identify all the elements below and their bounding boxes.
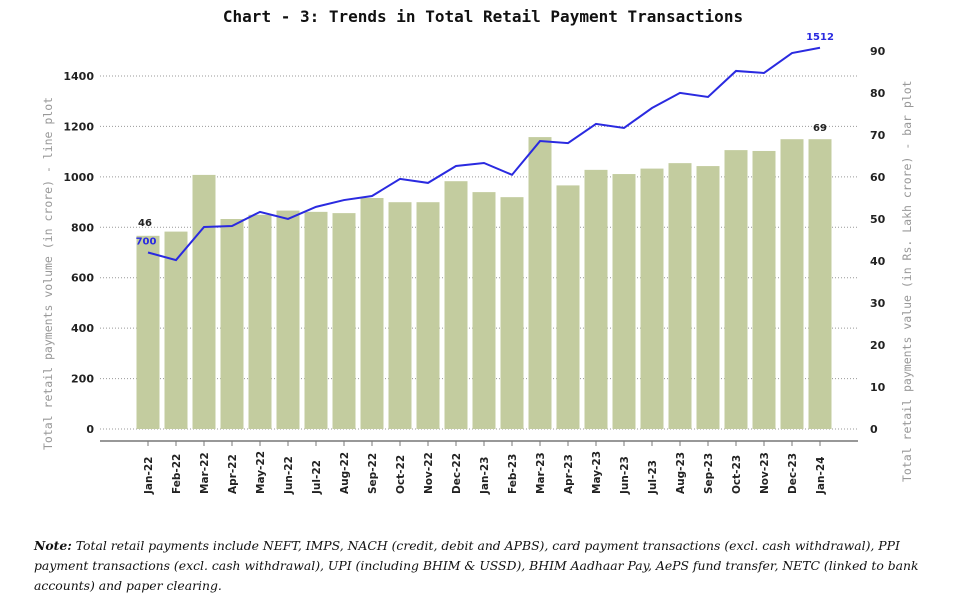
- left-tick-label: 0: [86, 423, 94, 436]
- bar: [752, 150, 776, 429]
- x-tick-label: Oct-22: [395, 455, 407, 494]
- x-tick-label: Jun-23: [619, 456, 631, 495]
- left-tick-label: 800: [71, 221, 94, 234]
- x-tick-label: Aug-22: [339, 452, 351, 494]
- bar: [780, 139, 804, 429]
- bar-data-label-last: 69: [813, 123, 827, 134]
- x-tick-label: Aug-23: [675, 452, 687, 494]
- x-tick-label: Nov-23: [759, 452, 771, 494]
- x-tick-label: Sep-22: [367, 453, 379, 494]
- bar: [444, 181, 468, 429]
- combo-chart: Chart - 3: Trends in Total Retail Paymen…: [41, 7, 914, 495]
- left-tick-label: 400: [71, 322, 94, 335]
- x-tick-label: Dec-22: [451, 453, 463, 494]
- x-tick-label: May-22: [255, 451, 267, 494]
- left-tick-label: 1000: [63, 171, 94, 184]
- bar: [136, 235, 160, 429]
- bar: [500, 197, 524, 429]
- x-tick-label: Mar-22: [199, 452, 211, 494]
- x-tick-label: Mar-23: [535, 452, 547, 494]
- bar: [164, 231, 188, 429]
- bar: [556, 185, 580, 429]
- right-tick-label: 50: [870, 213, 886, 226]
- bar: [724, 150, 748, 429]
- bar: [416, 202, 440, 429]
- bar: [528, 137, 552, 429]
- left-tick-label: 1200: [63, 120, 94, 133]
- bar-data-label-first: 46: [138, 218, 152, 229]
- right-axis-label: Total retail payments value (in Rs. Lakh…: [900, 80, 914, 482]
- bar: [808, 139, 832, 429]
- bar: [276, 210, 300, 429]
- bar: [584, 169, 608, 430]
- line-data-label-last: 1512: [806, 32, 834, 43]
- chart-note: Note: Total retail payments include NEFT…: [34, 536, 934, 596]
- x-tick-label: Feb-22: [171, 454, 183, 494]
- bar: [332, 213, 356, 429]
- x-tick-label: Jan-23: [479, 457, 491, 495]
- x-tick-label: Oct-23: [731, 455, 743, 494]
- left-tick-label: 600: [71, 272, 94, 285]
- x-tick-label: Jan-22: [143, 457, 155, 495]
- x-tick-label: Jul-22: [311, 460, 323, 495]
- bar: [388, 202, 412, 429]
- bar: [472, 192, 496, 429]
- note-text: Total retail payments include NEFT, IMPS…: [34, 538, 919, 593]
- x-tick-label: Jun-22: [283, 456, 295, 495]
- right-tick-label: 40: [870, 255, 886, 268]
- left-tick-label: 200: [71, 373, 94, 386]
- bar: [640, 168, 664, 429]
- bar: [248, 214, 272, 429]
- x-tick-label: Apr-23: [563, 454, 575, 494]
- chart-title: Chart - 3: Trends in Total Retail Paymen…: [223, 7, 743, 26]
- x-tick-label: Feb-23: [507, 454, 519, 494]
- x-tick-label: Dec-23: [787, 453, 799, 494]
- bar: [696, 166, 720, 429]
- left-axis-label: Total retail payments volume (in crore) …: [41, 97, 55, 450]
- bar: [668, 163, 692, 429]
- x-tick-label: Apr-22: [227, 454, 239, 494]
- right-tick-label: 30: [870, 297, 886, 310]
- bar: [192, 174, 216, 429]
- right-tick-label: 10: [870, 381, 886, 394]
- right-tick-label: 20: [870, 339, 886, 352]
- line-data-label-first: 700: [136, 237, 157, 248]
- x-tick-label: Jan-24: [815, 457, 827, 495]
- right-tick-label: 70: [870, 129, 886, 142]
- x-tick-label: Sep-23: [703, 453, 715, 494]
- right-tick-label: 0: [870, 423, 878, 436]
- left-tick-label: 1400: [63, 70, 94, 83]
- right-tick-label: 90: [870, 45, 886, 58]
- x-tick-label: Nov-22: [423, 452, 435, 494]
- x-tick-label: May-23: [591, 451, 603, 494]
- x-tick-label: Jul-23: [647, 460, 659, 495]
- note-label: Note:: [34, 538, 72, 553]
- volume-line: [147, 46, 821, 262]
- right-tick-label: 80: [870, 87, 886, 100]
- bar: [304, 211, 328, 429]
- right-tick-label: 60: [870, 171, 886, 184]
- bar: [360, 198, 384, 429]
- bar: [612, 174, 636, 429]
- bar: [220, 219, 244, 429]
